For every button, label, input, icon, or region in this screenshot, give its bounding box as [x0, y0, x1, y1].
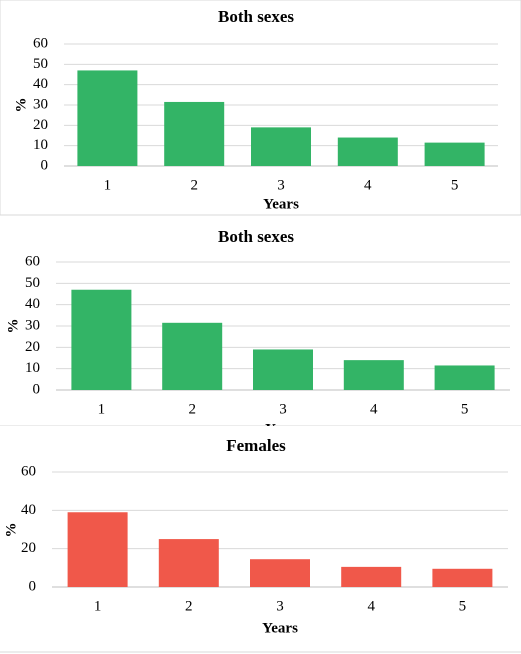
y-tick-label: 20: [25, 339, 40, 355]
y-tick-label: 60: [33, 35, 48, 51]
x-tick-label: 2: [188, 401, 196, 417]
bar: [158, 539, 219, 587]
bar: [434, 365, 495, 390]
x-tick-label: 3: [279, 401, 287, 417]
bar: [432, 568, 493, 587]
x-tick-label: 2: [185, 598, 193, 614]
y-tick-label: 40: [21, 502, 36, 518]
y-axis-label: %: [13, 98, 29, 113]
x-tick-label: 1: [104, 177, 112, 193]
y-tick-label: 30: [33, 96, 48, 112]
y-tick-label: 50: [25, 275, 40, 291]
x-axis-label: Years: [263, 196, 299, 212]
y-tick-label: 30: [25, 317, 40, 333]
bar: [341, 566, 402, 587]
y-tick-label: 20: [33, 117, 48, 133]
x-tick-label: 1: [94, 598, 102, 614]
y-tick-label: 0: [41, 157, 49, 173]
x-tick-label: 3: [277, 177, 285, 193]
x-tick-label: 3: [276, 598, 284, 614]
x-tick-label: 4: [364, 177, 372, 193]
y-tick-label: 20: [21, 540, 36, 556]
y-tick-label: 10: [25, 360, 40, 376]
y-axis-label: %: [3, 523, 19, 538]
bar: [424, 142, 485, 166]
y-tick-label: 40: [25, 296, 40, 312]
x-tick-label: 5: [459, 598, 467, 614]
x-tick-label: 5: [461, 401, 469, 417]
y-tick-label: 50: [33, 56, 48, 72]
bar: [162, 322, 223, 390]
y-tick-label: 0: [29, 578, 37, 594]
x-tick-label: 4: [370, 401, 378, 417]
bar: [71, 289, 132, 390]
x-tick-label: 2: [190, 177, 198, 193]
chart-title: Both sexes: [218, 7, 294, 26]
y-axis-label: %: [5, 319, 21, 334]
x-tick-label: 4: [367, 598, 375, 614]
chart-title: Females: [226, 436, 286, 455]
bar: [253, 349, 313, 390]
x-axis-label: Years: [262, 620, 298, 636]
y-tick-label: 60: [21, 463, 36, 479]
x-tick-label: 5: [451, 177, 459, 193]
y-tick-label: 0: [33, 381, 41, 397]
y-tick-label: 60: [25, 253, 40, 269]
x-tick-label: 1: [98, 401, 106, 417]
bar: [337, 137, 398, 166]
y-tick-label: 10: [33, 137, 48, 153]
bar: [343, 360, 404, 390]
bar: [67, 512, 128, 587]
bar: [164, 101, 225, 166]
bar: [77, 70, 138, 166]
bar: [250, 559, 310, 587]
bar: [251, 127, 311, 166]
y-tick-label: 40: [33, 76, 48, 92]
chart-title: Both sexes: [218, 227, 294, 246]
